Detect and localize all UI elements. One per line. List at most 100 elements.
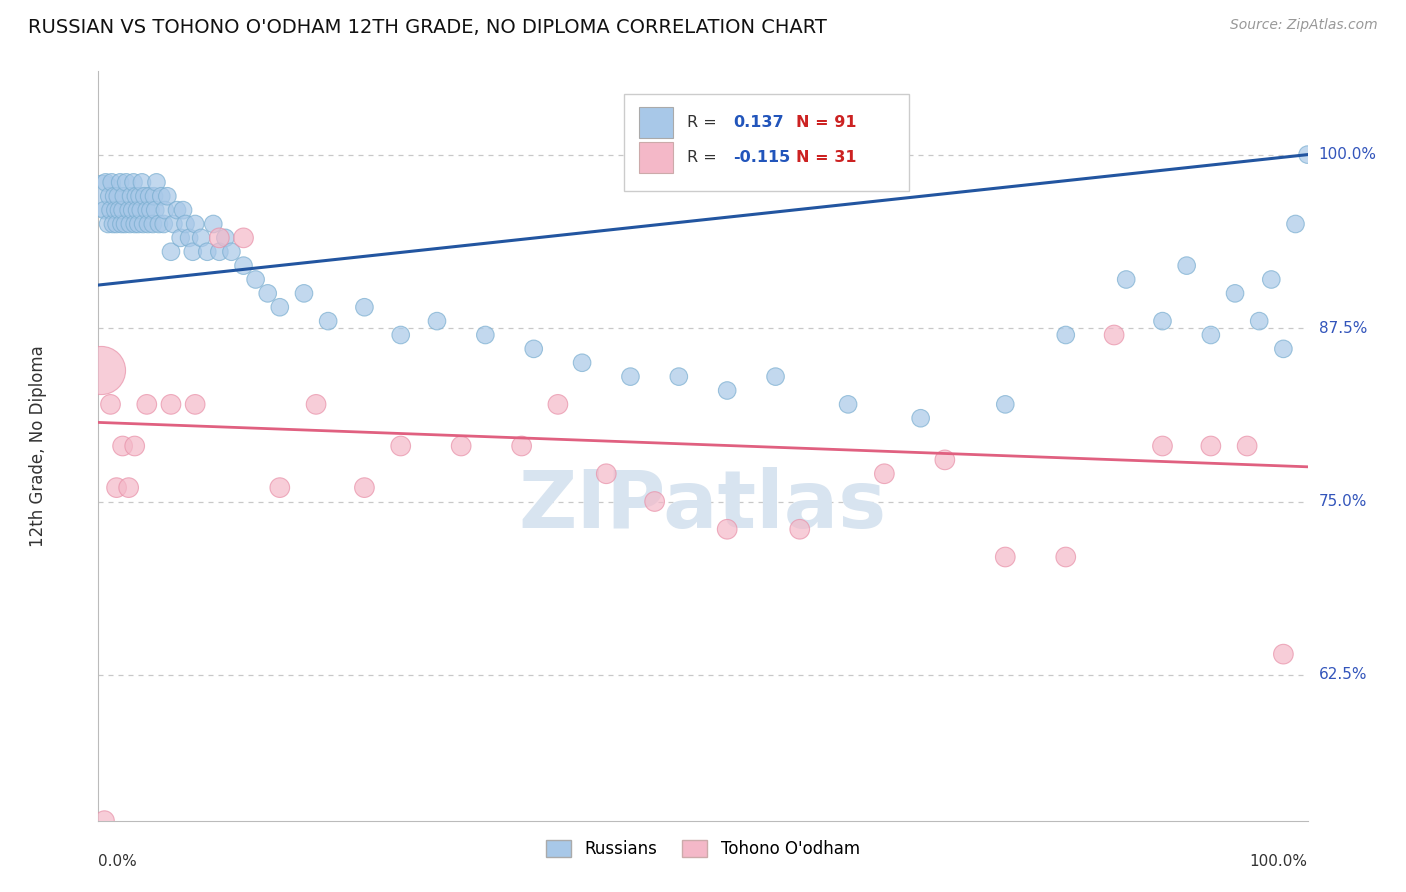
Point — [145, 175, 167, 189]
Text: 87.5%: 87.5% — [1319, 320, 1367, 335]
Point — [873, 467, 896, 481]
Point — [128, 189, 150, 203]
Point — [160, 397, 183, 411]
Text: 12th Grade, No Diploma: 12th Grade, No Diploma — [30, 345, 46, 547]
Point — [389, 328, 412, 343]
Point — [668, 369, 690, 384]
Point — [93, 814, 115, 828]
Point — [450, 439, 472, 453]
Point — [619, 369, 641, 384]
Point — [125, 189, 148, 203]
Point — [765, 369, 787, 384]
Point — [132, 217, 155, 231]
Point — [122, 175, 145, 189]
Point — [118, 217, 141, 231]
Point — [305, 397, 328, 411]
Point — [179, 231, 201, 245]
Text: 0.137: 0.137 — [734, 115, 785, 130]
Text: -0.115: -0.115 — [734, 150, 790, 165]
Point — [93, 203, 115, 218]
Point — [595, 467, 617, 481]
Text: R =: R = — [688, 115, 723, 130]
Point — [1199, 328, 1222, 343]
Point — [1272, 342, 1295, 356]
Point — [1115, 272, 1137, 286]
Point — [120, 189, 142, 203]
Legend: Russians, Tohono O'odham: Russians, Tohono O'odham — [540, 833, 866, 864]
Point — [98, 189, 121, 203]
Point — [150, 189, 173, 203]
Point — [134, 189, 156, 203]
Point — [202, 217, 225, 231]
Point — [97, 217, 120, 231]
Point — [94, 175, 117, 189]
Point — [1236, 439, 1258, 453]
Point — [124, 439, 146, 453]
Point — [142, 217, 165, 231]
Text: ZIPatlas: ZIPatlas — [519, 467, 887, 545]
Point — [174, 217, 197, 231]
Point — [121, 203, 143, 218]
Text: 100.0%: 100.0% — [1250, 855, 1308, 870]
Point — [1296, 147, 1319, 161]
Point — [169, 231, 191, 245]
Bar — [624, 94, 908, 191]
Point — [716, 384, 738, 398]
Point — [143, 203, 166, 218]
Point — [256, 286, 278, 301]
Point — [135, 397, 157, 411]
Point — [269, 481, 291, 495]
Point — [232, 231, 254, 245]
Point — [118, 481, 141, 495]
Point — [91, 189, 114, 203]
Point — [184, 397, 207, 411]
Text: R =: R = — [688, 150, 723, 165]
Point — [131, 175, 153, 189]
Point — [139, 203, 162, 218]
Point — [162, 217, 184, 231]
Point — [1152, 439, 1174, 453]
Point — [837, 397, 859, 411]
Point — [166, 203, 188, 218]
Point — [316, 314, 339, 328]
Point — [115, 175, 138, 189]
Point — [1175, 259, 1198, 273]
Point — [994, 397, 1017, 411]
Point — [1223, 286, 1246, 301]
Point — [112, 189, 135, 203]
Point — [143, 189, 166, 203]
Point — [789, 522, 811, 536]
Text: RUSSIAN VS TOHONO O'ODHAM 12TH GRADE, NO DIPLOMA CORRELATION CHART: RUSSIAN VS TOHONO O'ODHAM 12TH GRADE, NO… — [28, 18, 827, 37]
Point — [571, 356, 593, 370]
Point — [148, 217, 170, 231]
Point — [1152, 314, 1174, 328]
Point — [114, 217, 136, 231]
Text: 0.0%: 0.0% — [98, 855, 138, 870]
Point — [292, 286, 315, 301]
Point — [127, 203, 149, 218]
Text: Source: ZipAtlas.com: Source: ZipAtlas.com — [1230, 18, 1378, 32]
Point — [1102, 328, 1125, 343]
Point — [101, 217, 124, 231]
Point — [152, 217, 174, 231]
Point — [245, 272, 267, 286]
Point — [100, 203, 122, 218]
Point — [90, 362, 112, 376]
Point — [208, 231, 231, 245]
Point — [644, 494, 666, 508]
Point — [127, 217, 149, 231]
Point — [111, 203, 134, 218]
Point — [190, 231, 212, 245]
Point — [104, 203, 127, 218]
Point — [232, 259, 254, 273]
Point — [156, 189, 179, 203]
Point — [510, 439, 533, 453]
Text: 75.0%: 75.0% — [1319, 494, 1367, 509]
Point — [129, 203, 152, 218]
Point — [994, 549, 1017, 564]
Point — [934, 453, 956, 467]
Bar — [638, 142, 673, 173]
Bar — [638, 106, 673, 138]
Point — [124, 217, 146, 231]
Text: 100.0%: 100.0% — [1319, 147, 1376, 162]
